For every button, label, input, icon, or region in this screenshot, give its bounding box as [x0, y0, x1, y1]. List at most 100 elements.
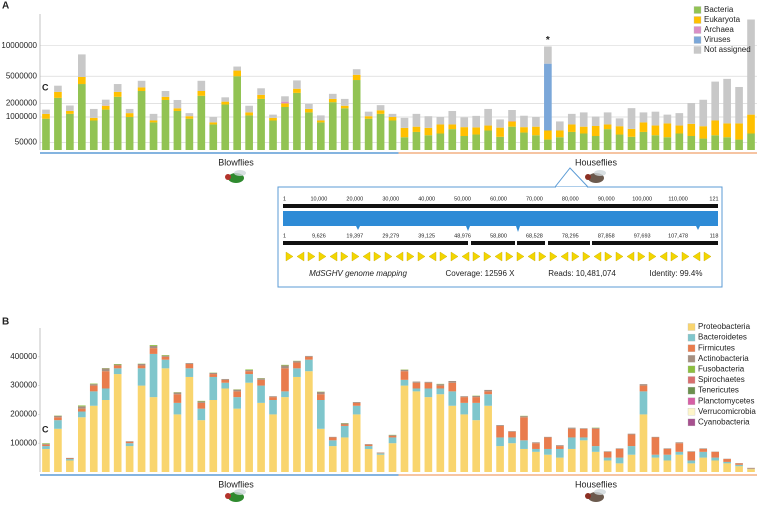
bar-segment — [149, 397, 158, 472]
bar-segment — [42, 446, 50, 449]
bar-segment — [281, 106, 289, 150]
legend-swatch — [693, 36, 702, 44]
bar-segment — [532, 443, 540, 449]
bar-segment — [388, 120, 397, 150]
ruler-label: 97,693 — [634, 233, 651, 239]
bar-segment — [197, 401, 206, 403]
legend-label: Fusobacteria — [698, 365, 745, 374]
bar-segment — [233, 70, 241, 77]
bar-segment — [484, 108, 492, 126]
bar-segment — [615, 134, 624, 150]
bar-segment — [520, 127, 528, 133]
bar-segment — [579, 428, 588, 438]
bar-segment — [424, 381, 433, 383]
bar-segment — [472, 402, 480, 421]
bar-segment — [388, 437, 397, 444]
bar-segment — [723, 459, 731, 462]
bar-segment — [627, 433, 636, 435]
bar-segment — [747, 133, 755, 150]
legend-swatch — [687, 323, 696, 331]
bar-segment — [233, 389, 241, 392]
bar-segment — [579, 440, 588, 472]
bar-segment — [735, 466, 743, 472]
bar-segment — [544, 436, 552, 438]
bar-segment — [520, 448, 528, 472]
group-label: Blowflies — [218, 479, 254, 489]
panel-label: A — [2, 1, 9, 12]
ruler-label: 70,000 — [526, 196, 543, 202]
bar-segment — [615, 457, 624, 464]
bar-segment — [663, 460, 672, 472]
bar-segment — [532, 442, 540, 444]
bar-segment — [448, 405, 457, 472]
bar-segment — [579, 112, 588, 127]
bar-segment — [54, 415, 62, 418]
bar-segment — [699, 451, 708, 458]
housefly-icon — [585, 489, 606, 502]
bar-segment — [197, 400, 206, 402]
bar-segment — [209, 117, 218, 123]
ruler-label: 30,000 — [382, 196, 399, 202]
bar-segment — [520, 132, 528, 150]
bar-segment — [544, 454, 552, 472]
bar-segment — [699, 138, 708, 150]
bar-segment — [436, 133, 445, 150]
bar-segment — [663, 137, 672, 150]
y-tick-label: 2000000 — [6, 98, 38, 107]
bar-segment — [472, 397, 480, 403]
bar-segment — [149, 348, 158, 354]
bar-segment — [388, 113, 397, 118]
bar-segment — [78, 405, 86, 407]
bar-segment — [185, 363, 194, 364]
legend-label: Not assigned — [704, 45, 751, 54]
bar-segment — [173, 414, 182, 472]
bar-segment — [735, 139, 743, 150]
y-tick-label: 300000 — [10, 381, 37, 390]
bar-segment — [579, 428, 588, 429]
legend-label: Firmicutes — [698, 343, 735, 352]
bar-segment — [233, 76, 241, 150]
bar-segment — [364, 446, 373, 449]
bar-segment — [281, 368, 289, 392]
bar-segment — [484, 394, 492, 406]
bar-segment — [627, 128, 636, 137]
y-tick-label: 5000000 — [6, 71, 38, 80]
bar-segment — [603, 460, 612, 472]
bar-segment — [412, 126, 421, 132]
ruler-label: 48,976 — [454, 233, 471, 239]
bar-segment — [412, 391, 421, 472]
bar-segment — [448, 124, 457, 130]
bar-segment — [54, 417, 62, 421]
bar-segment — [735, 464, 743, 467]
bar-segment — [161, 355, 170, 356]
bar-segment — [460, 414, 469, 472]
bar-segment — [281, 103, 289, 107]
legend-swatch — [693, 16, 702, 24]
bar-segment — [78, 406, 86, 409]
group-label: Blowflies — [218, 157, 254, 167]
bar-segment — [42, 443, 50, 444]
bar-segment — [400, 379, 409, 386]
bar-segment — [388, 443, 397, 472]
bar-segment — [257, 378, 265, 380]
bar-segment — [591, 446, 600, 452]
bar-segment — [508, 126, 516, 150]
bar-segment — [412, 381, 421, 383]
bar-segment — [627, 454, 636, 472]
bar-segment — [281, 365, 289, 369]
bar-segment — [305, 371, 313, 472]
bar-segment — [137, 90, 146, 150]
bar-segment — [209, 124, 218, 150]
y-tick-label: 100000 — [10, 438, 37, 447]
bar-segment — [532, 126, 540, 136]
bar-segment — [66, 105, 74, 111]
bar-segment — [113, 84, 122, 92]
bar-segment — [556, 445, 564, 447]
bar-segment — [78, 76, 86, 85]
bar-segment — [400, 369, 409, 372]
y-tick-label: 400000 — [10, 352, 37, 361]
bar-segment — [615, 448, 624, 458]
bar-segment — [137, 365, 146, 369]
bar-segment — [603, 112, 612, 125]
blowfly-icon — [225, 489, 246, 502]
